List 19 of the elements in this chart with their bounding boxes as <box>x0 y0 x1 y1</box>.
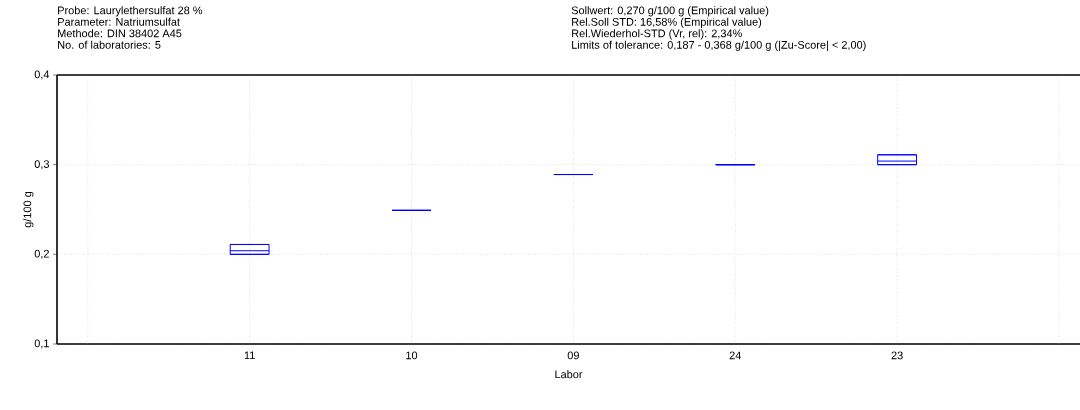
x-tick-label: 11 <box>244 351 255 360</box>
y-tick-label: 0,2 <box>34 249 49 259</box>
text: Parameter: Natriumsulfat <box>58 17 180 26</box>
y-tick-label: 0,1 <box>34 339 49 349</box>
y-axis-title: g/100 g <box>23 191 34 228</box>
text: No. of laboratories: 5 <box>58 40 161 49</box>
y-tick-label: 0,4 <box>34 70 50 80</box>
text: Rel.Soll STD: 16,58% (Empirical value) <box>572 17 762 28</box>
text: Limits of tolerance: 0,187 - 0,368 g/100 g (|Zu-Score| < 2,00) <box>572 40 866 51</box>
y-tick-label: 0,3 <box>34 160 49 170</box>
x-tick-label: 10 <box>406 351 418 360</box>
text: Probe: Laurylethersulfat 28 % <box>58 6 203 17</box>
x-tick-label: 24 <box>729 351 741 360</box>
x-tick-label: 09 <box>567 351 579 360</box>
x-axis-title: Labor <box>555 370 583 379</box>
text: Sollwert: 0,270 g/100 g (Empirical value) <box>571 6 769 17</box>
text: Methode: DIN 38402 A45 <box>58 29 182 38</box>
text: Rel.Wiederhol-STD (Vr, rel): 2,34% <box>572 29 742 40</box>
x-tick-label: 23 <box>891 351 903 360</box>
